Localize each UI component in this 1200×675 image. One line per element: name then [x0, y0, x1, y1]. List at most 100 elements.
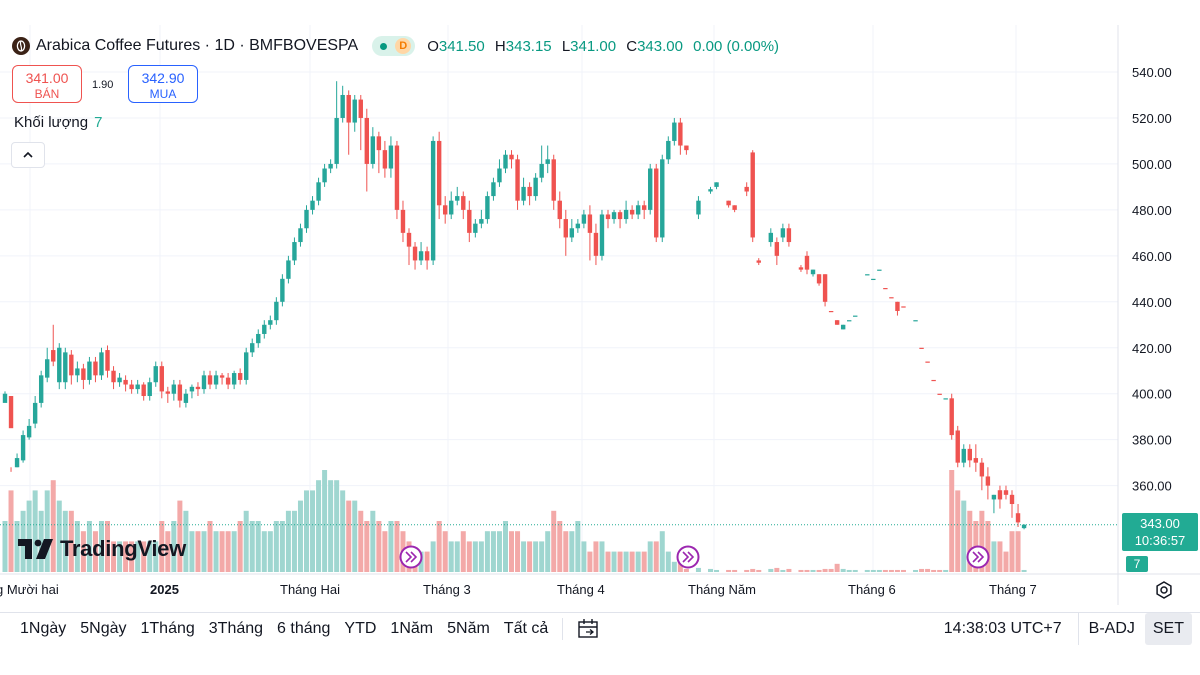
candle-body — [394, 145, 400, 210]
candle-body — [449, 200, 454, 215]
collapse-legend-button[interactable] — [11, 142, 45, 168]
range-all-button[interactable]: Tất cả — [503, 620, 549, 637]
volume-bar — [147, 541, 153, 572]
range-1d-button[interactable]: 1Ngày — [20, 620, 67, 637]
volume-bar — [38, 510, 44, 572]
last-price-tag: 343.00 10:36:57 — [1122, 513, 1198, 551]
candle-body — [171, 384, 177, 394]
ohlc-open-key: O — [427, 37, 439, 55]
volume-bar — [677, 561, 683, 572]
volume-bar — [882, 569, 888, 572]
tradingview-watermark: TradingView — [18, 536, 186, 562]
range-5d-button[interactable]: 5Ngày — [80, 620, 127, 637]
volume-bar — [798, 569, 804, 572]
range-5y-button[interactable]: 5Năm — [447, 620, 490, 637]
adjustment-toggle[interactable]: B-ADJ — [1077, 613, 1145, 645]
volume-bar — [949, 470, 955, 572]
y-tick-label: 400.00 — [1132, 387, 1172, 402]
volume-bar — [165, 531, 171, 572]
candle-body — [334, 117, 339, 164]
volume-bar — [647, 541, 653, 572]
x-tick-label: Tháng 3 — [423, 582, 471, 597]
tradingview-logo-icon — [18, 539, 53, 559]
volume-bar — [768, 568, 774, 572]
candle-body — [268, 320, 273, 325]
y-tick-label: 500.00 — [1132, 157, 1172, 172]
volume-bar — [533, 541, 539, 572]
y-tick-label: 520.00 — [1132, 111, 1172, 126]
candle-body — [780, 228, 786, 238]
event-marker-icon — [966, 545, 990, 569]
ohlc-close-value: 343.00 — [637, 37, 683, 55]
buy-button[interactable]: 342.90 MUA — [128, 65, 198, 103]
candle-body — [2, 393, 8, 403]
session-toggle[interactable]: SET — [1144, 613, 1192, 645]
volume-bar — [756, 569, 762, 572]
candlestick-chart[interactable]: 360.00 380.00 400.00 420.00 440.00 460.00 480.… — [0, 25, 1200, 605]
candle-body — [8, 396, 14, 429]
sell-label: BÁN — [34, 87, 60, 101]
candle-body — [455, 196, 460, 201]
volume-bar — [864, 569, 870, 572]
candle-body — [388, 145, 394, 169]
volume-bar — [1015, 531, 1021, 572]
candle-body — [985, 476, 991, 486]
volume-bar — [74, 521, 80, 572]
volume-bar — [575, 521, 581, 572]
candle-body — [231, 373, 237, 385]
settings-gear-icon[interactable] — [1153, 579, 1175, 601]
calendar-goto-icon[interactable] — [577, 618, 601, 640]
volume-bar — [810, 569, 816, 572]
volume-bar — [86, 521, 92, 572]
volume-bar — [828, 568, 834, 572]
volume-bar — [26, 500, 32, 572]
volume-bar — [195, 531, 201, 572]
candle-body — [153, 366, 158, 383]
volume-bar — [279, 521, 285, 572]
toolbar-right: 14:38:03 UTC+7 B-ADJ SET — [944, 613, 1200, 645]
volume-bar — [159, 521, 165, 572]
range-1y-button[interactable]: 1Năm — [390, 620, 434, 637]
ohlc-open-value: 341.50 — [438, 37, 485, 55]
candle-body — [581, 214, 587, 224]
volume-bar — [322, 470, 328, 572]
range-3m-button[interactable]: 3Tháng — [208, 620, 264, 637]
candle-body — [38, 375, 44, 403]
candle-body — [973, 458, 979, 463]
candle-body — [147, 382, 152, 397]
market-status-pill[interactable]: D — [372, 36, 416, 56]
volume-bar — [1009, 531, 1015, 572]
volume-bar — [1003, 551, 1009, 572]
candle-body — [358, 99, 363, 118]
candle-body — [298, 228, 303, 243]
candle-body — [955, 430, 960, 463]
range-6m-button[interactable]: 6 tháng — [277, 620, 331, 637]
volume-bar — [991, 541, 997, 572]
candle-body — [189, 386, 195, 392]
candle-body — [274, 301, 279, 321]
volume-bar — [569, 531, 575, 572]
volume-bar — [816, 569, 822, 572]
buy-label: MUA — [149, 87, 177, 101]
volume-bar — [587, 551, 593, 572]
candle-body — [237, 373, 243, 380]
volume-bar — [177, 500, 183, 572]
candle-body — [611, 212, 617, 220]
volume-bar — [955, 490, 961, 572]
volume-bar — [894, 569, 900, 572]
sell-button[interactable]: 341.00 BÁN — [12, 65, 82, 103]
candle-body — [165, 391, 171, 394]
bottom-toolbar: 1Ngày 5Ngày 1Tháng 3Tháng 6 tháng YTD 1N… — [0, 612, 1200, 645]
candle-body — [99, 352, 104, 376]
volume-bar — [430, 541, 436, 572]
symbol-title[interactable]: Arabica Coffee Futures · 1D · BMFBOVESPA — [36, 37, 359, 54]
market-open-dot-icon — [380, 42, 388, 50]
range-ytd-button[interactable]: YTD — [344, 620, 377, 637]
range-1m-button[interactable]: 1Tháng — [140, 620, 195, 637]
candle-body — [63, 352, 68, 383]
chevron-up-icon — [23, 151, 33, 158]
volume-legend[interactable]: Khối lượng 7 — [14, 114, 102, 131]
candle-body — [316, 182, 321, 201]
session-clock[interactable]: 14:38:03 UTC+7 — [943, 620, 1062, 637]
volume-bar — [484, 531, 490, 572]
